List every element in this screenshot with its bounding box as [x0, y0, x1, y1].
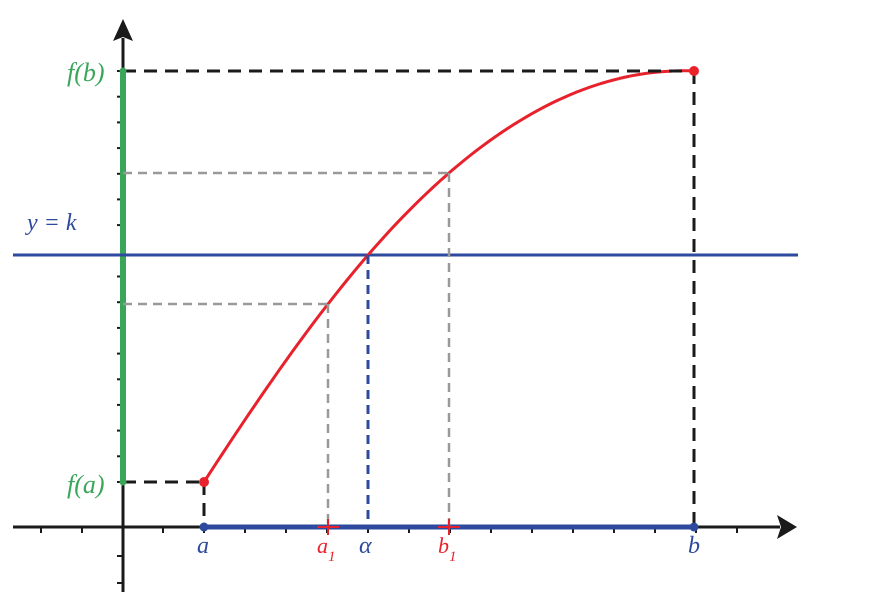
svg-text:f(b): f(b) [67, 58, 105, 87]
svg-text:α: α [359, 533, 372, 559]
svg-text:a: a [197, 533, 209, 559]
svg-text:b: b [688, 533, 700, 559]
svg-text:y = k: y = k [25, 210, 77, 236]
svg-text:f(a): f(a) [67, 470, 105, 499]
